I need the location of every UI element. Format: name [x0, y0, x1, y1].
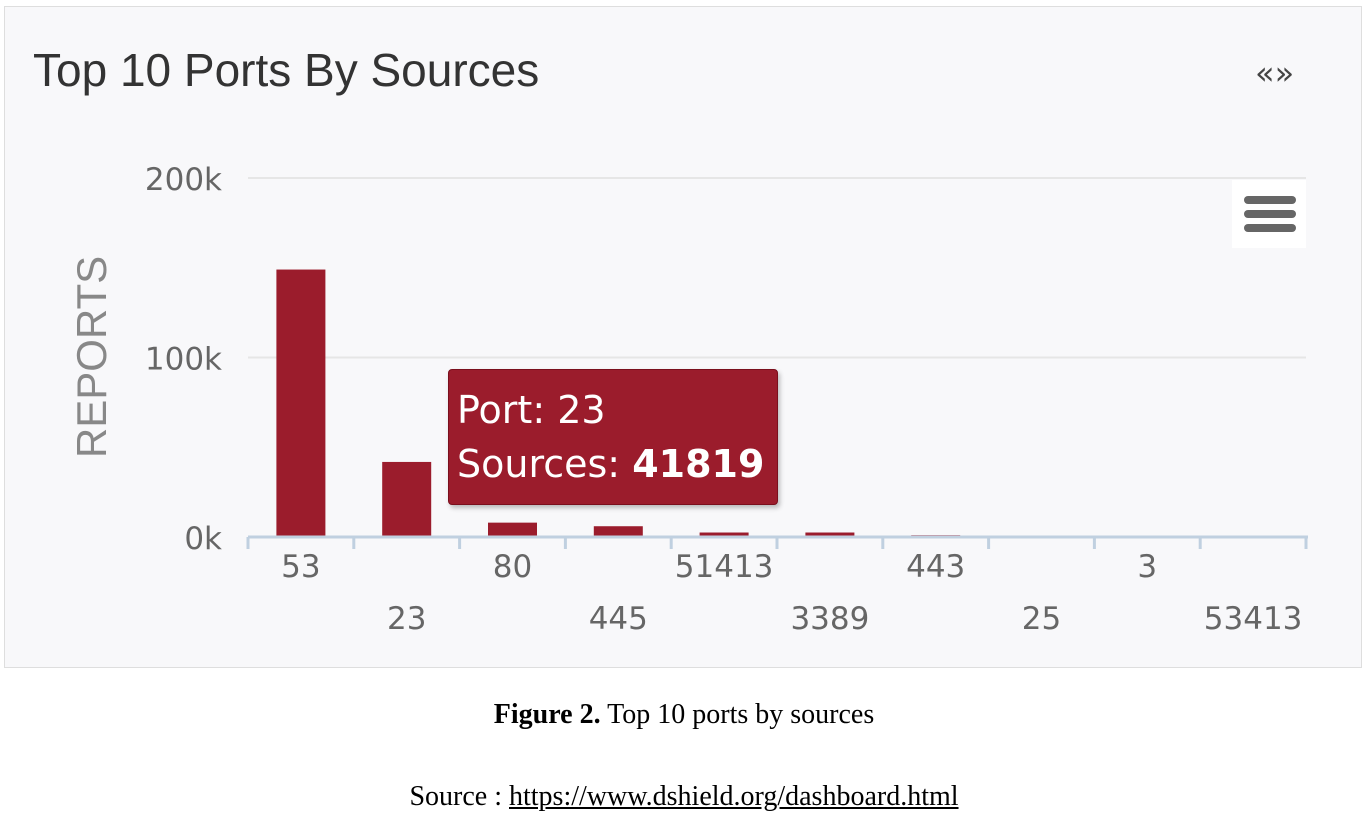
x-tick-label: 51413	[675, 549, 774, 585]
figure-caption: Figure 2. Top 10 ports by sources	[0, 699, 1368, 731]
tooltip-port-value: 23	[557, 388, 606, 432]
y-tick-label: 0k	[184, 521, 222, 557]
bar-tooltip: Port: 23 Sources: 41819	[448, 369, 778, 505]
x-tick-label: 3389	[790, 601, 869, 637]
x-tick-label: 445	[589, 601, 648, 637]
x-tick-label: 3	[1137, 549, 1157, 585]
tooltip-port-label: Port:	[457, 388, 546, 432]
x-tick-label: 25	[1022, 601, 1061, 637]
x-tick-label: 53413	[1204, 601, 1303, 637]
hamburger-menu-icon[interactable]	[1232, 180, 1306, 248]
bar-chart: 0k 100k 200k REPORTS 53 23 80 445 51413 3389 443 25…	[68, 162, 1308, 637]
source-line: Source : https://www.dshield.org/dashboa…	[0, 781, 1368, 813]
bar-53[interactable]	[276, 269, 326, 537]
tooltip-sources-line: Sources: 41819	[457, 438, 777, 492]
x-tick-label: 53	[281, 549, 320, 585]
tooltip-port-line: Port: 23	[457, 384, 777, 438]
tooltip-sources-label: Sources:	[457, 441, 621, 486]
nav-arrows-icon[interactable]: «»	[1255, 54, 1295, 92]
bar-445[interactable]	[593, 526, 643, 537]
bar-23[interactable]	[382, 461, 432, 537]
bar-51413[interactable]	[699, 532, 749, 537]
bar-80[interactable]	[488, 522, 537, 537]
x-tick-label: 23	[387, 601, 426, 637]
bar-3389[interactable]	[805, 532, 855, 537]
chart-panel: Top 10 Ports By Sources «»	[4, 6, 1362, 668]
source-link[interactable]: https://www.dshield.org/dashboard.html	[509, 781, 959, 812]
x-tick-label: 80	[493, 549, 532, 585]
chart-title: Top 10 Ports By Sources	[33, 44, 540, 96]
x-tick-label: 443	[906, 549, 965, 585]
figure-label: Figure 2.	[493, 699, 601, 730]
source-prefix: Source :	[409, 781, 502, 812]
y-tick-label: 200k	[145, 162, 222, 198]
figure-caption-text: Top 10 ports by sources	[607, 699, 875, 730]
tooltip-sources-value: 41819	[632, 441, 765, 486]
y-tick-label: 100k	[145, 342, 222, 378]
y-axis-title: REPORTS	[68, 256, 115, 458]
